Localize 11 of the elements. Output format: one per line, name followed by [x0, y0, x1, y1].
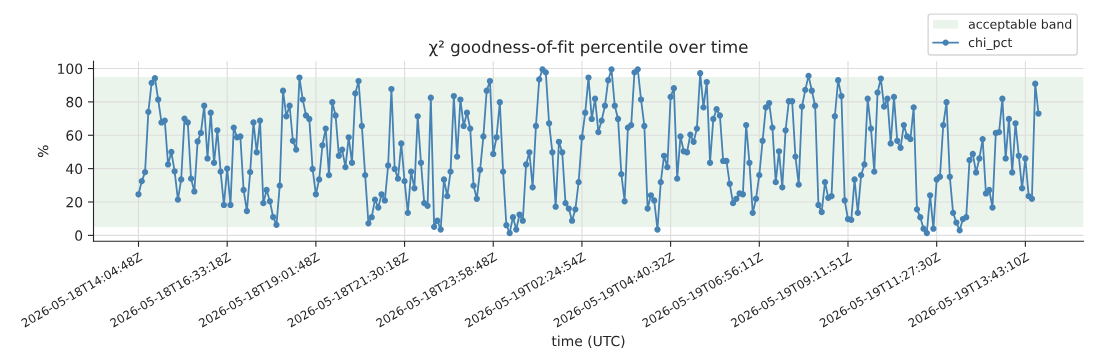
y-tick-label: 80 [66, 96, 83, 108]
y-tick-label: 0 [75, 230, 83, 241]
y-tick-label: 40 [66, 163, 83, 175]
x-axis-title: time (UTC) [551, 335, 625, 348]
legend-label: acceptable band [968, 19, 1072, 32]
chart-title: χ² goodness-of-fit percentile over time [429, 40, 748, 57]
legend-label: chi_pct [968, 37, 1013, 50]
y-tick-label: 100 [58, 63, 83, 75]
y-tick-label: 60 [66, 130, 83, 141]
y-axis-title: % [37, 145, 49, 158]
y-tick-label: 20 [66, 196, 83, 208]
